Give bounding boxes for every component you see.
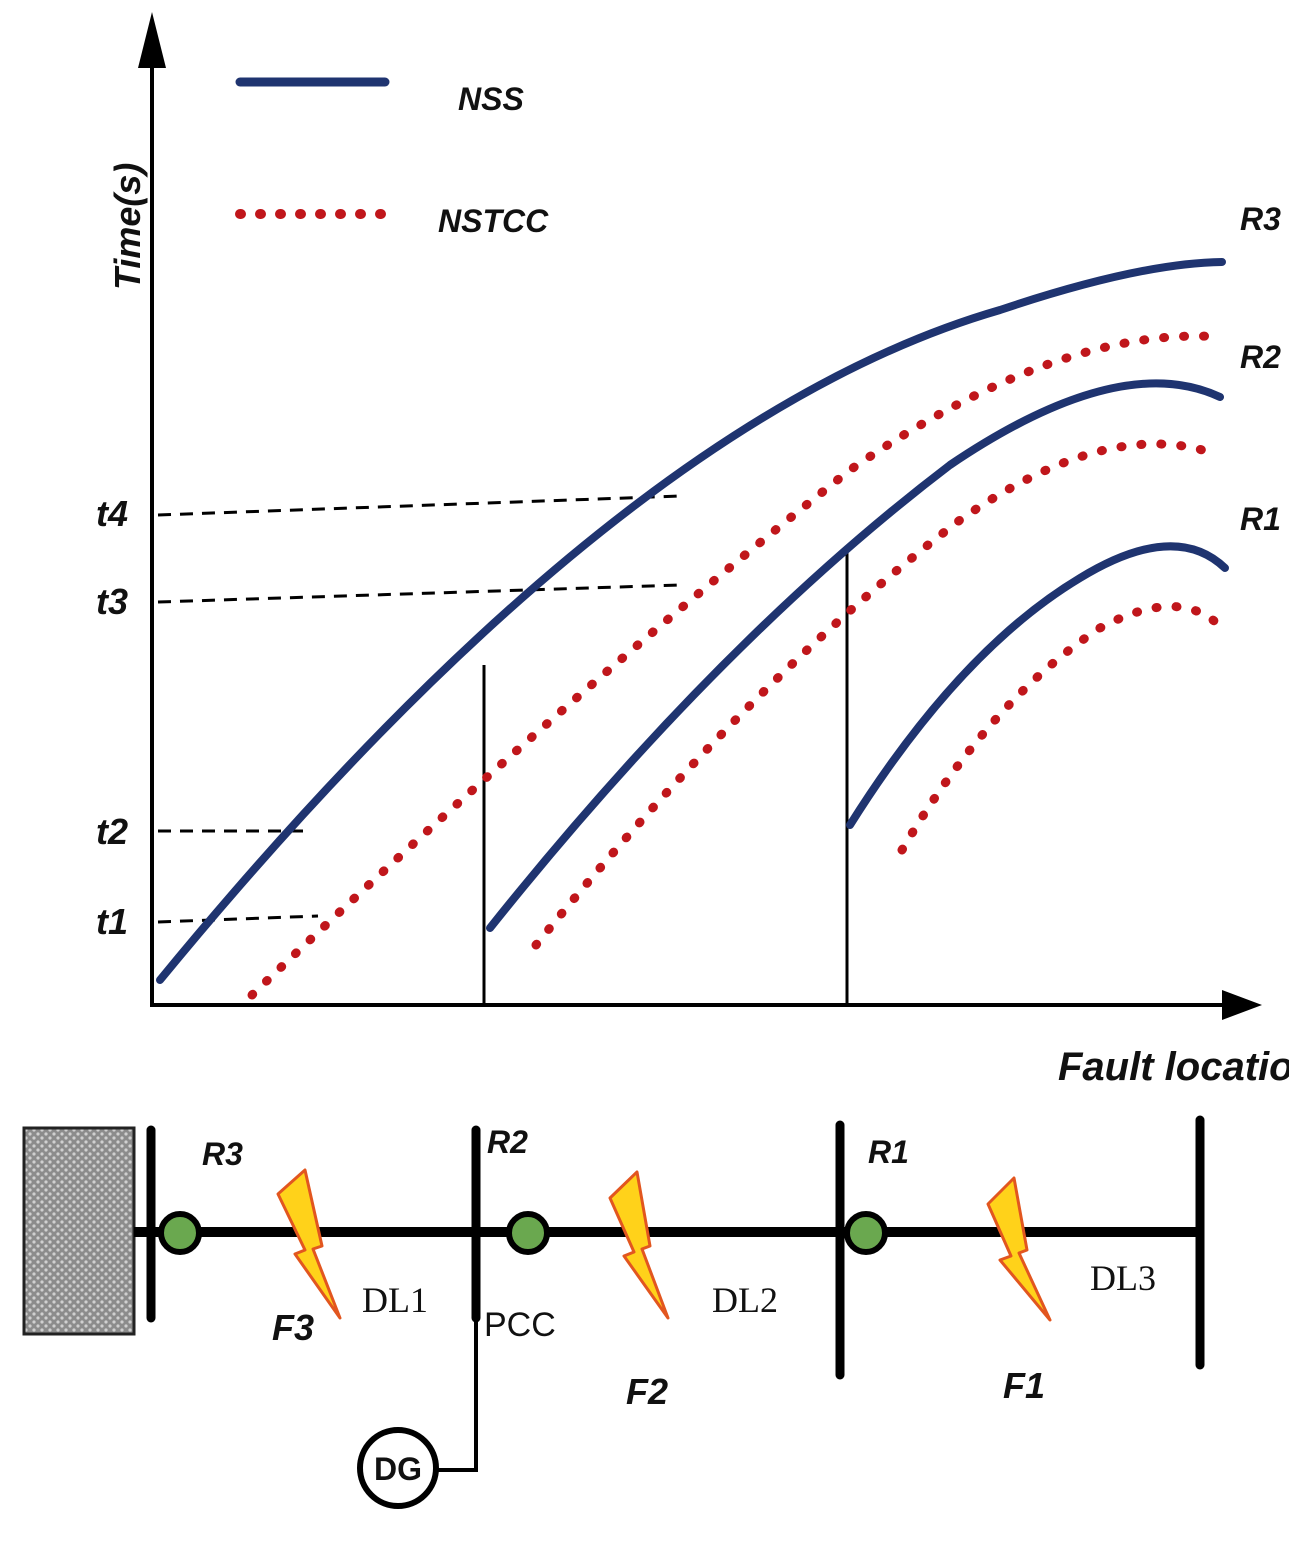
- pcc-label: PCC: [484, 1306, 556, 1344]
- y-axis-arrow: [138, 12, 166, 68]
- line-label-dl3: DL3: [1090, 1258, 1156, 1298]
- tick-label-t2: t2: [96, 811, 128, 852]
- relay-label-r2: R2: [487, 1124, 528, 1160]
- nss-curve-r1: [846, 542, 1229, 829]
- fault-f2-lightning-icon: [608, 1170, 670, 1320]
- legend-nstcc-label: NSTCC: [438, 203, 549, 239]
- x-axis-arrow: [1222, 990, 1262, 1020]
- line-label-dl1: DL1: [362, 1280, 428, 1320]
- t4-reference-line: [157, 494, 681, 517]
- nss-curve-r2: [486, 379, 1224, 932]
- relay-label-r3: R3: [202, 1136, 243, 1172]
- grid-source: [22, 1126, 136, 1336]
- network-diagram: R3 R2 R1 F3 F2 F1 DL1 DL2 DL3 PCC DG: [22, 1115, 1205, 1509]
- dg-label: DG: [374, 1451, 422, 1487]
- nstcc-curve-r2: [531, 439, 1223, 950]
- legend-nss-label: NSS: [458, 81, 524, 117]
- nstcc-curve-r1: [897, 602, 1227, 855]
- dg-generator-icon: [357, 1427, 439, 1509]
- relay-r1-icon: [844, 1211, 888, 1255]
- curve-label-r2: R2: [1240, 339, 1281, 375]
- t3-reference-line: [157, 583, 681, 604]
- t1-reference-line: [157, 914, 319, 924]
- nss-curve-r3: [156, 258, 1226, 984]
- fault-label-f3: F3: [272, 1307, 314, 1348]
- x-axis-label: Fault location: [1058, 1045, 1289, 1089]
- y-axis-label: Time(s): [107, 163, 148, 290]
- curve-label-r3: R3: [1240, 201, 1281, 237]
- relay-r3-icon: [158, 1211, 202, 1255]
- fault-f1-lightning-icon: [986, 1176, 1052, 1322]
- nstcc-curve-r3: [247, 331, 1227, 1000]
- tick-label-t1: t1: [96, 901, 128, 942]
- curve-label-r1: R1: [1240, 501, 1281, 537]
- fault-label-f1: F1: [1003, 1365, 1045, 1406]
- relay-label-r1: R1: [868, 1134, 909, 1170]
- tick-label-t3: t3: [96, 581, 128, 622]
- chart: Time(s) Fault location NSS NSTCC t4 t3 t…: [96, 12, 1289, 1089]
- fault-f3-lightning-icon: [276, 1168, 342, 1320]
- tick-label-t4: t4: [96, 493, 128, 534]
- fault-label-f2: F2: [626, 1371, 668, 1412]
- relay-r2-icon: [506, 1211, 550, 1255]
- line-label-dl2: DL2: [712, 1280, 778, 1320]
